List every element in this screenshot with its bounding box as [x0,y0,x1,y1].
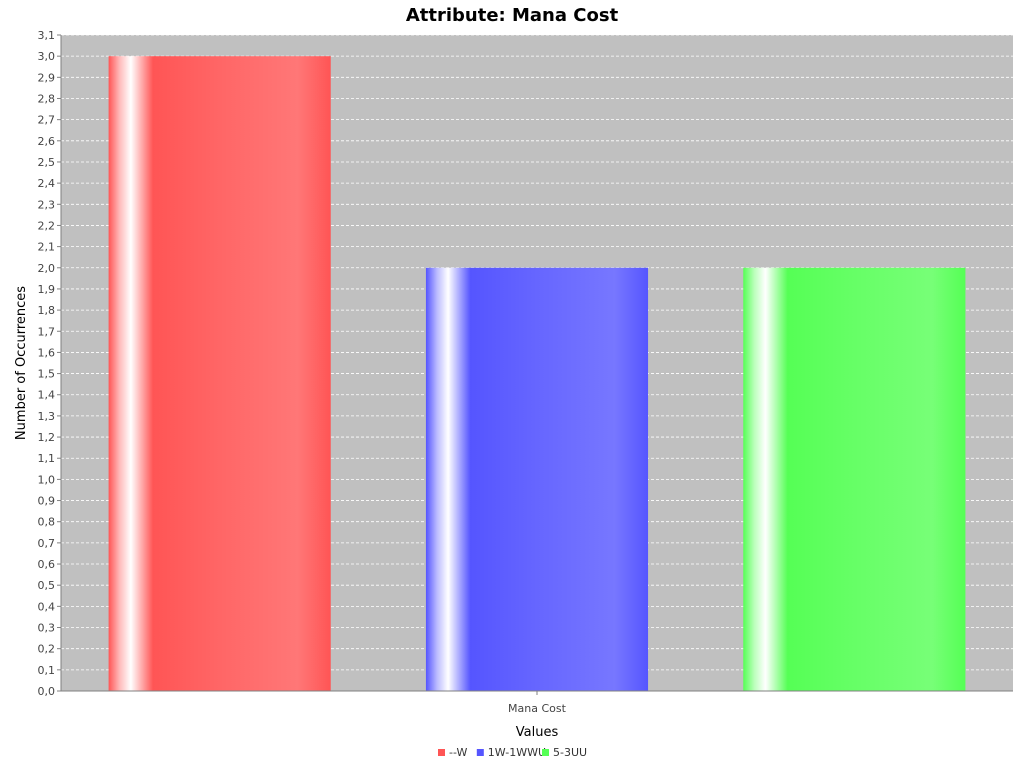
y-tick-label: 1,2 [38,431,56,444]
y-tick-label: 1,9 [38,283,56,296]
category-labels: Mana Cost [508,691,567,715]
legend-label: 1W-1WWU [488,746,546,759]
y-tick-label: 1,6 [38,346,56,359]
y-tick-label: 0,6 [38,558,56,571]
y-tick-label: 0,3 [38,622,56,635]
y-tick-label: 1,0 [38,473,56,486]
y-tick-label: 0,0 [38,685,56,698]
y-tick-label: 3,1 [38,29,56,42]
category-label: Mana Cost [508,702,567,715]
y-tick-label: 0,5 [38,579,56,592]
chart-title: Attribute: Mana Cost [406,5,619,26]
legend-swatch [438,749,445,756]
y-tick-label: 1,3 [38,410,56,423]
legend: --W 1W-1WWU 5-3UU [438,746,587,759]
legend-label: 5-3UU [553,746,587,759]
y-tick-label: 1,8 [38,304,56,317]
y-tick-label: 0,2 [38,643,56,656]
bar-5-3UU [743,267,966,691]
y-tick-label: 1,4 [38,389,56,402]
legend-swatch [542,749,549,756]
y-tick-label: 2,5 [38,156,56,169]
y-tick-label: 2,6 [38,135,56,148]
y-tick-label: 2,7 [38,114,56,127]
y-tick-label: 2,1 [38,241,56,254]
y-tick-label: 2,0 [38,262,56,275]
y-tick-label: 0,9 [38,495,56,508]
legend-swatch [476,749,484,756]
y-tick-label: 1,1 [38,452,56,465]
bars [108,56,966,691]
y-tick-label: 0,7 [38,537,56,550]
y-tick-label: 0,4 [38,600,56,613]
x-axis-label: Values [516,725,559,740]
y-axis-label: Number of Occurrences [14,286,29,440]
y-tick-label: 0,8 [38,516,56,529]
y-tick-label: 1,5 [38,368,56,381]
y-tick-label: 0,1 [38,664,56,677]
y-tick-label: 2,8 [38,92,56,105]
y-tick-label: 2,2 [38,219,56,232]
y-axis: 0,0 0,1 0,2 0,3 0,4 0,5 0,6 0,7 0,8 0,9 1,0 1,1 1,2 1… [38,29,62,698]
y-tick-label: 2,9 [38,71,56,84]
bar---W [108,56,331,691]
y-tick-label: 2,4 [38,177,56,190]
legend-label: --W [449,746,467,759]
y-tick-label: 2,3 [38,198,56,211]
y-tick-label: 3,0 [38,50,56,63]
y-tick-label: 1,7 [38,325,56,338]
bar-1W-1WWU [425,267,649,691]
